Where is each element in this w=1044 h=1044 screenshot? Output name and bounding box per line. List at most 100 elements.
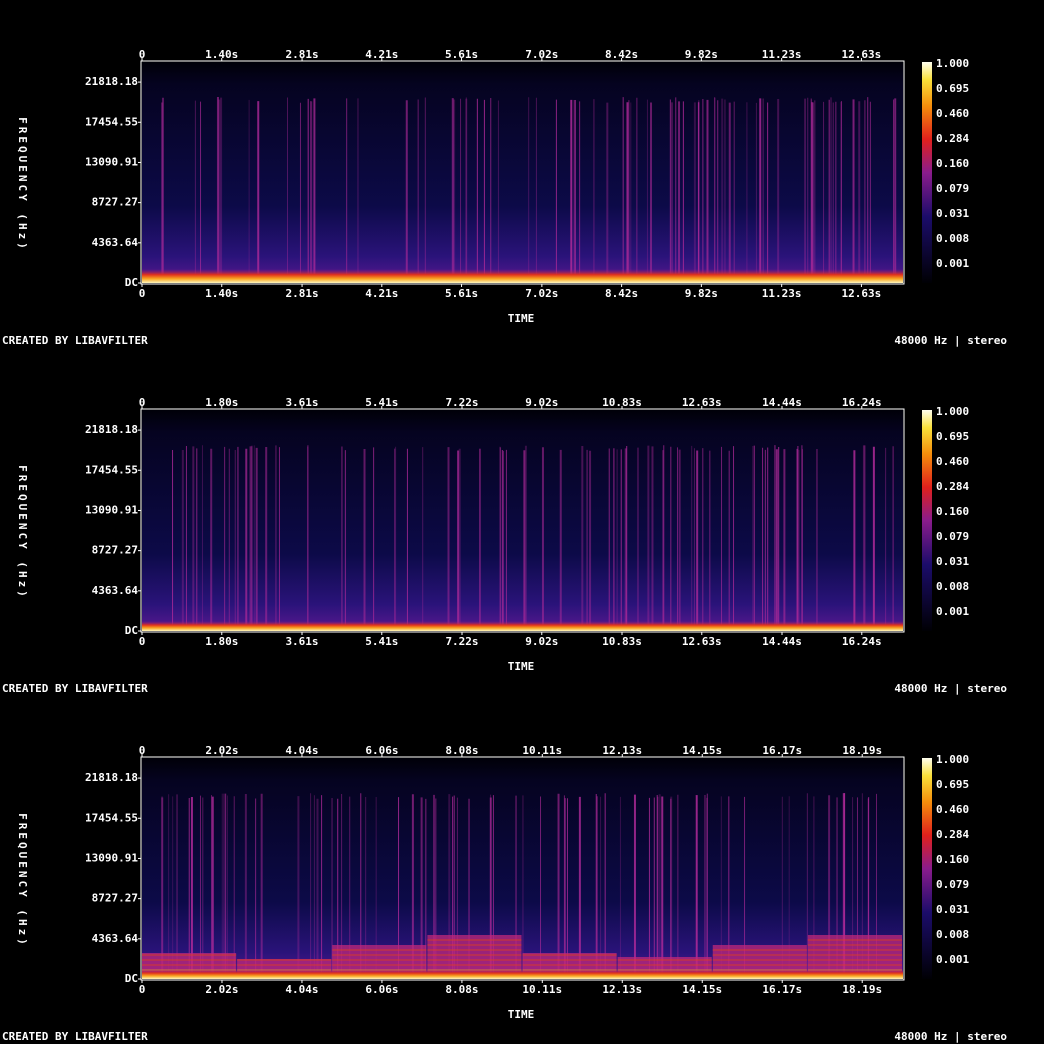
y-tick-label: 13090.91 [85, 503, 138, 516]
x-tick-label: 8.42s [605, 287, 638, 300]
x-tick-label: 1.80s [205, 635, 238, 648]
colorbar-tick-label: 0.695 [936, 778, 969, 791]
x-tick-label-top: 6.06s [365, 744, 398, 757]
colorbar-tick-label: 0.079 [936, 878, 969, 891]
x-tick-label-top: 5.41s [365, 396, 398, 409]
y-tick-label: 21818.18 [85, 423, 138, 436]
y-tick-label: 17454.55 [85, 115, 138, 128]
x-tick-label-top: 9.82s [685, 48, 718, 61]
x-tick-label: 14.15s [682, 983, 722, 996]
x-tick-label: 3.61s [285, 635, 318, 648]
x-tick-label-top: 16.24s [842, 396, 882, 409]
colorbar-tick-label: 0.031 [936, 903, 969, 916]
spectrogram-low-band [142, 969, 903, 979]
x-tick-label: 0 [139, 635, 146, 648]
x-tick-label-top: 2.02s [205, 744, 238, 757]
colorbar-tick-label: 0.079 [936, 530, 969, 543]
colorbar-tick-label: 0.160 [936, 157, 969, 170]
x-tick-label: 5.41s [365, 635, 398, 648]
x-tick-label: 18.19s [842, 983, 882, 996]
colorbar-tick-label: 0.284 [936, 480, 969, 493]
x-tick-label-top: 4.21s [365, 48, 398, 61]
x-tick-label-top: 5.61s [445, 48, 478, 61]
y-tick-label: 17454.55 [85, 811, 138, 824]
colorbar [922, 62, 932, 283]
colorbar-tick-label: 0.001 [936, 257, 969, 270]
colorbar-tick-label: 0.031 [936, 207, 969, 220]
x-tick-label: 14.44s [762, 635, 802, 648]
colorbar-tick-label: 0.460 [936, 107, 969, 120]
y-tick-label: 13090.91 [85, 851, 138, 864]
y-tick-label: 8727.27 [92, 544, 138, 557]
x-tick-label: 1.40s [205, 287, 238, 300]
colorbar-tick-label: 1.000 [936, 405, 969, 418]
colorbar-tick-label: 0.008 [936, 580, 969, 593]
x-tick-label: 16.17s [762, 983, 802, 996]
plot-frame [140, 60, 905, 285]
y-tick-label: 4363.64 [92, 236, 139, 249]
colorbar-tick-label: 0.284 [936, 132, 969, 145]
footer-left: CREATED BY LIBAVFILTER [2, 1030, 148, 1043]
x-tick-label-top: 7.02s [525, 48, 558, 61]
colorbar-tick-label: 0.695 [936, 430, 969, 443]
footer-right: 48000 Hz | stereo [894, 334, 1007, 347]
spectrogram-background [142, 62, 903, 283]
x-tick-label-top: 9.02s [525, 396, 558, 409]
x-tick-label: 12.63s [842, 287, 882, 300]
x-axis-label: TIME [508, 1008, 535, 1021]
x-axis-label: TIME [508, 660, 535, 673]
y-axis-label: FREQUENCY (Hz) [16, 813, 29, 948]
x-tick-label: 10.11s [522, 983, 562, 996]
colorbar [922, 758, 932, 979]
colorbar-tick-label: 0.001 [936, 605, 969, 618]
x-tick-label: 16.24s [842, 635, 882, 648]
x-tick-label-top: 8.42s [605, 48, 638, 61]
x-tick-label-top: 10.83s [602, 396, 642, 409]
y-tick-label: 4363.64 [92, 932, 139, 945]
y-tick-label: 13090.91 [85, 155, 138, 168]
y-tick-label: DC [125, 972, 138, 985]
colorbar-tick-label: 0.160 [936, 853, 969, 866]
x-tick-label: 0 [139, 983, 146, 996]
y-tick-label: 4363.64 [92, 584, 139, 597]
colorbar [922, 410, 932, 631]
y-tick-label: 17454.55 [85, 463, 138, 476]
x-tick-label-top: 2.81s [285, 48, 318, 61]
colorbar-tick-label: 0.695 [936, 82, 969, 95]
x-tick-label-top: 0 [139, 48, 146, 61]
x-tick-label: 12.63s [682, 635, 722, 648]
colorbar-tick-label: 0.284 [936, 828, 969, 841]
footer-right: 48000 Hz | stereo [894, 1030, 1007, 1043]
x-tick-label: 5.61s [445, 287, 478, 300]
colorbar-tick-label: 1.000 [936, 753, 969, 766]
colorbar-tick-label: 0.160 [936, 505, 969, 518]
spectrogram [142, 758, 903, 979]
x-tick-label-top: 12.63s [842, 48, 882, 61]
spectrogram-low-band [142, 269, 903, 283]
plot-frame [140, 408, 905, 633]
x-tick-label-top: 16.17s [762, 744, 802, 757]
spectrogram [142, 410, 903, 631]
footer-left: CREATED BY LIBAVFILTER [2, 334, 148, 347]
spectrogram-background [142, 758, 903, 979]
x-tick-label: 6.06s [365, 983, 398, 996]
x-tick-label: 2.02s [205, 983, 238, 996]
x-tick-label: 2.81s [285, 287, 318, 300]
y-axis-label: FREQUENCY (Hz) [16, 465, 29, 600]
y-tick-label: DC [125, 624, 138, 637]
colorbar-tick-label: 0.001 [936, 953, 969, 966]
x-tick-label: 9.82s [685, 287, 718, 300]
footer-right: 48000 Hz | stereo [894, 682, 1007, 695]
colorbar-tick-label: 0.460 [936, 803, 969, 816]
x-tick-label: 4.21s [365, 287, 398, 300]
colorbar-tick-label: 0.008 [936, 232, 969, 245]
x-tick-label-top: 0 [139, 744, 146, 757]
y-tick-label: 8727.27 [92, 892, 138, 905]
x-axis-label: TIME [508, 312, 535, 325]
x-tick-label-top: 1.40s [205, 48, 238, 61]
x-tick-label-top: 14.15s [682, 744, 722, 757]
x-tick-label: 10.83s [602, 635, 642, 648]
x-tick-label: 12.13s [602, 983, 642, 996]
colorbar-tick-label: 0.008 [936, 928, 969, 941]
